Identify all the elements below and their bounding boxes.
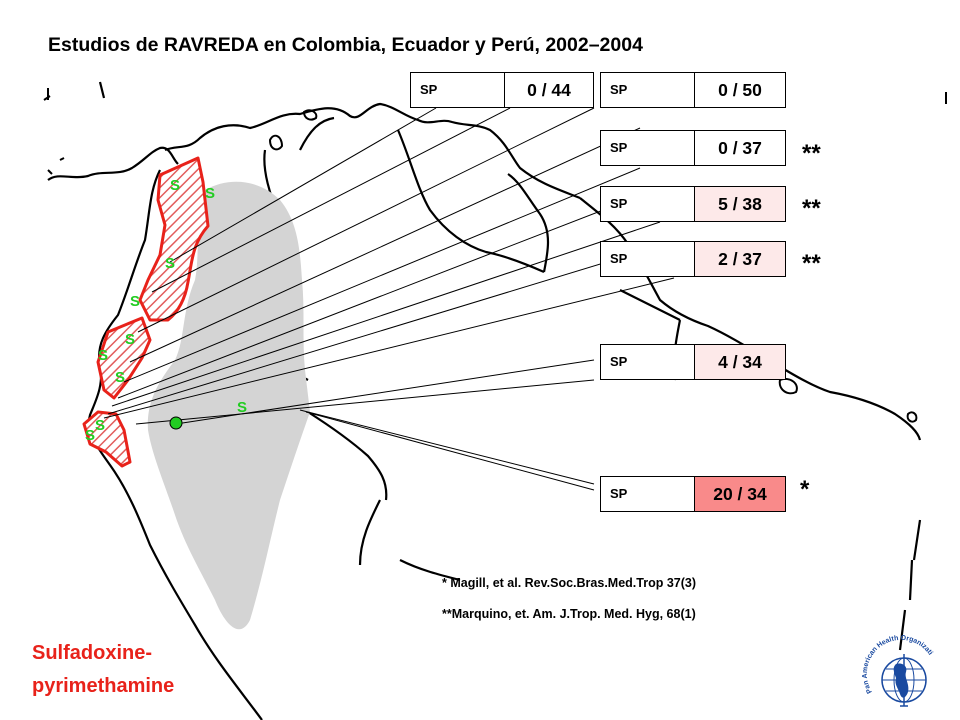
reference-magill: * Magill, et al. Rev.Soc.Bras.Med.Trop 3… [442,576,697,590]
map-marker: S [130,293,140,310]
leader-lines [103,107,675,491]
map-marker: S [237,399,247,416]
significance-stars: ** [802,195,821,222]
study-result: 5 / 38 [695,187,785,221]
paho-logo-icon: Pan American Health Organization [858,634,934,707]
map-marker: S [125,331,135,348]
reference-marquino: **Marquino, et. Am. J.Trop. Med. Hyg, 68… [442,607,696,621]
study-result: 0 / 44 [505,73,593,107]
study-drug-label: SP [601,477,695,511]
page-title: Estudios de RAVREDA en Colombia, Ecuador… [48,34,643,56]
drug-name-line-1: Sulfadoxine- [32,642,153,664]
study-drug-label: SP [601,242,695,276]
amazon-region [147,181,310,630]
drug-name-line-2: pyrimethamine [32,675,175,697]
study-drug-label: SP [411,73,505,107]
study-box-5: SP 2 / 37 [600,241,786,277]
study-box-3: SP 0 / 37 [600,130,786,166]
study-result: 0 / 37 [695,131,785,165]
study-drug-label: SP [601,187,695,221]
study-drug-label: SP [601,73,695,107]
study-box-2: SP 0 / 50 [600,72,786,108]
study-drug-label: SP [601,345,695,379]
study-box-1: SP 0 / 44 [410,72,594,108]
significance-stars: ** [802,140,821,167]
significance-stars: ** [802,250,821,277]
study-regions [82,156,210,468]
map-marker: S [95,417,105,434]
map-markers: S S S S S S S S S S [85,177,247,444]
study-result: 2 / 37 [695,242,785,276]
map-marker: S [115,369,125,386]
study-box-4: SP 5 / 38 [600,186,786,222]
study-region-peru-north [82,410,132,468]
study-result: 0 / 50 [695,73,785,107]
study-region-colombia-pacific [138,156,210,322]
study-site-dot [169,416,183,430]
study-result: 20 / 34 [695,477,785,511]
study-box-7: SP 20 / 34 [600,476,786,512]
map-marker: S [205,185,215,202]
frame-lines [47,88,947,104]
study-result: 4 / 34 [695,345,785,379]
map-marker: S [165,255,175,272]
map-marker: S [85,427,95,444]
study-drug-label: SP [601,131,695,165]
study-box-6: SP 4 / 34 [600,344,786,380]
map-marker: S [170,177,180,194]
significance-stars: * [800,476,810,503]
map-marker: S [98,347,108,364]
